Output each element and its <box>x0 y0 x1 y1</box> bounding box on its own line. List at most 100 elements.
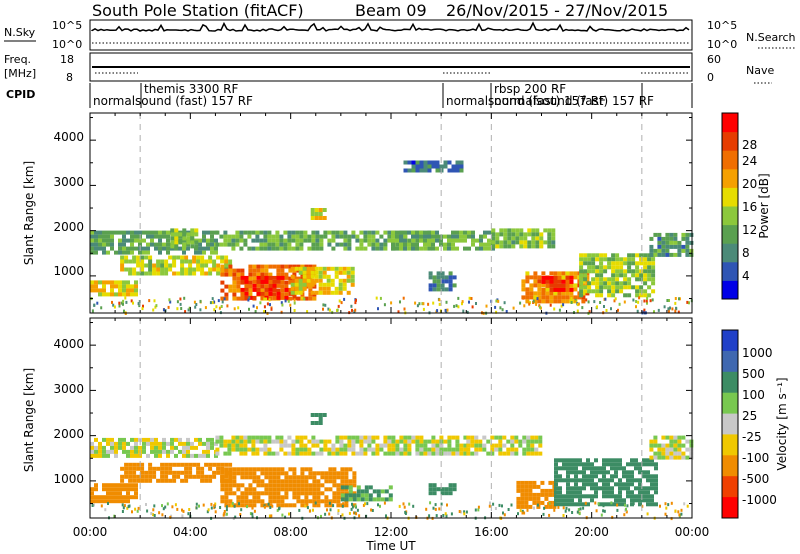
data-cell <box>446 308 449 312</box>
data-cell <box>102 280 106 285</box>
data-cell <box>255 451 260 456</box>
data-cell <box>240 268 245 273</box>
data-cell <box>606 490 610 495</box>
data-cell <box>447 160 452 165</box>
data-cell <box>347 242 352 247</box>
data-cell <box>364 485 369 490</box>
data-cell <box>535 228 540 233</box>
data-cell <box>491 244 496 249</box>
data-cell <box>408 502 411 506</box>
data-cell <box>156 263 161 268</box>
data-cell <box>554 470 558 475</box>
data-cell <box>322 282 327 287</box>
data-cell <box>312 487 317 492</box>
data-cell <box>565 299 570 304</box>
data-cell <box>180 470 185 475</box>
data-cell <box>330 278 335 283</box>
data-cell <box>170 437 174 442</box>
data-cell <box>674 297 677 300</box>
data-cell <box>533 279 538 284</box>
data-cell <box>240 297 243 301</box>
data-cell <box>264 291 269 296</box>
data-cell <box>638 490 642 495</box>
data-cell <box>251 443 256 448</box>
data-cell <box>251 246 256 251</box>
data-cell <box>689 252 694 257</box>
data-cell <box>558 502 562 507</box>
data-cell <box>582 494 586 499</box>
data-cell <box>618 478 622 483</box>
data-cell <box>590 482 594 487</box>
data-cell <box>267 246 272 251</box>
data-cell <box>209 301 212 305</box>
data-cell <box>180 462 185 467</box>
data-cell <box>565 291 570 296</box>
data-cell <box>626 462 630 467</box>
data-cell <box>604 297 607 301</box>
data-cell <box>312 483 317 488</box>
data-cell <box>252 475 257 480</box>
data-cell <box>439 164 444 169</box>
data-cell <box>681 443 686 448</box>
data-cell <box>463 447 468 452</box>
data-cell <box>622 486 626 491</box>
data-cell <box>288 296 293 301</box>
data-cell <box>376 497 381 502</box>
data-cell <box>343 451 348 456</box>
data-cell <box>296 499 301 504</box>
data-cell <box>122 280 126 285</box>
data-cell <box>295 234 300 239</box>
data-cell <box>148 271 153 276</box>
data-cell <box>126 449 130 454</box>
data-cell <box>252 295 257 300</box>
data-cell <box>259 246 264 251</box>
data-cell <box>310 413 315 417</box>
data-cell <box>287 238 292 243</box>
data-cell <box>231 447 236 452</box>
data-cell <box>346 278 351 283</box>
data-cell <box>158 445 162 450</box>
data-cell <box>296 296 301 301</box>
data-cell <box>522 435 527 440</box>
data-cell <box>411 168 416 173</box>
data-cell <box>570 490 574 495</box>
data-cell <box>427 246 432 251</box>
data-cell <box>160 474 165 479</box>
data-cell <box>422 302 425 306</box>
data-cell <box>586 458 590 463</box>
data-cell <box>228 272 233 277</box>
data-cell <box>415 168 420 173</box>
data-cell <box>152 271 157 276</box>
data-cell <box>228 483 233 488</box>
data-cell <box>302 274 307 279</box>
data-cell <box>541 287 546 292</box>
data-cell <box>130 284 134 289</box>
data-cell <box>594 466 598 471</box>
data-cell <box>565 279 570 284</box>
data-cell <box>579 277 584 282</box>
data-cell <box>455 230 459 235</box>
data-cell <box>176 307 179 311</box>
data-cell <box>206 242 210 247</box>
data-cell <box>371 439 376 444</box>
data-cell <box>168 470 173 475</box>
data-cell <box>140 462 145 467</box>
data-cell <box>225 508 228 512</box>
data-cell <box>536 503 539 507</box>
data-cell <box>326 286 331 291</box>
data-cell <box>519 240 524 245</box>
data-cell <box>564 509 567 513</box>
data-cell <box>359 435 364 440</box>
noise-left-tick-top: 10^5 <box>52 19 82 32</box>
data-cell <box>351 447 356 452</box>
data-cell <box>215 305 218 309</box>
data-cell <box>653 252 658 257</box>
data-cell <box>506 447 511 452</box>
data-cell <box>316 495 321 500</box>
data-cell <box>352 503 357 508</box>
data-cell <box>248 499 253 504</box>
data-cell <box>174 246 178 251</box>
data-cell <box>156 271 161 276</box>
data-cell <box>339 242 344 247</box>
data-cell <box>507 236 512 241</box>
